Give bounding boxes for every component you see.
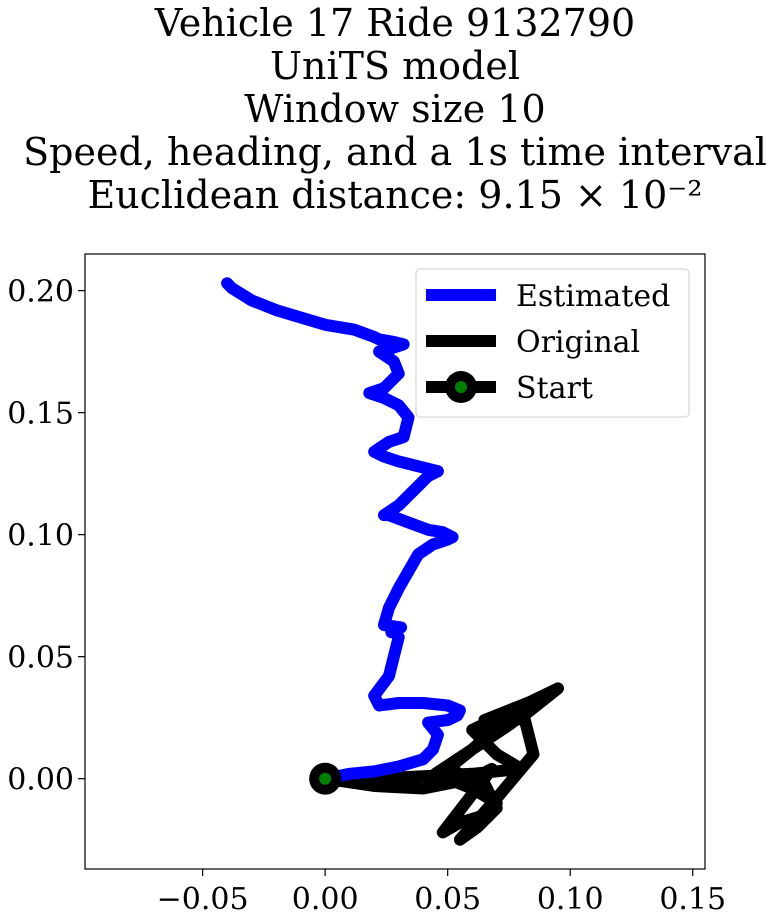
title-line-4: Speed, heading, and a 1s time interval	[23, 130, 767, 174]
y-tick-label: 0.15	[7, 397, 74, 432]
y-tick-label: 0.05	[7, 641, 74, 676]
title-line-5: Euclidean distance: 9.15 × 10⁻²	[87, 173, 703, 217]
chart-title: Vehicle 17 Ride 9132790 UniTS model Wind…	[0, 2, 768, 217]
legend: Estimated Original Start	[415, 268, 690, 418]
x-tick-label: 0.05	[414, 882, 481, 916]
x-tick-label: 0.15	[659, 882, 726, 916]
title-line-3: Window size 10	[244, 87, 546, 131]
series-original-line	[319, 682, 564, 846]
legend-estimated-label: Estimated	[516, 279, 670, 314]
start-marker-center	[319, 772, 332, 785]
series-estimated-line	[221, 277, 466, 785]
legend-start-marker-center	[455, 381, 467, 393]
legend-box	[415, 268, 690, 418]
y-tick-label: 0.00	[7, 763, 74, 798]
title-line-1: Vehicle 17 Ride 9132790	[154, 1, 636, 45]
legend-start-label: Start	[516, 371, 593, 406]
x-tick-label: −0.05	[157, 882, 249, 916]
y-tick-label: 0.20	[7, 275, 74, 310]
legend-original-label: Original	[516, 325, 640, 360]
plot-area-frame	[84, 253, 706, 870]
y-tick-label: 0.10	[7, 519, 74, 554]
x-tick-label: 0.00	[292, 882, 359, 916]
title-line-2: UniTS model	[270, 44, 520, 88]
x-tick-label: 0.10	[537, 882, 604, 916]
